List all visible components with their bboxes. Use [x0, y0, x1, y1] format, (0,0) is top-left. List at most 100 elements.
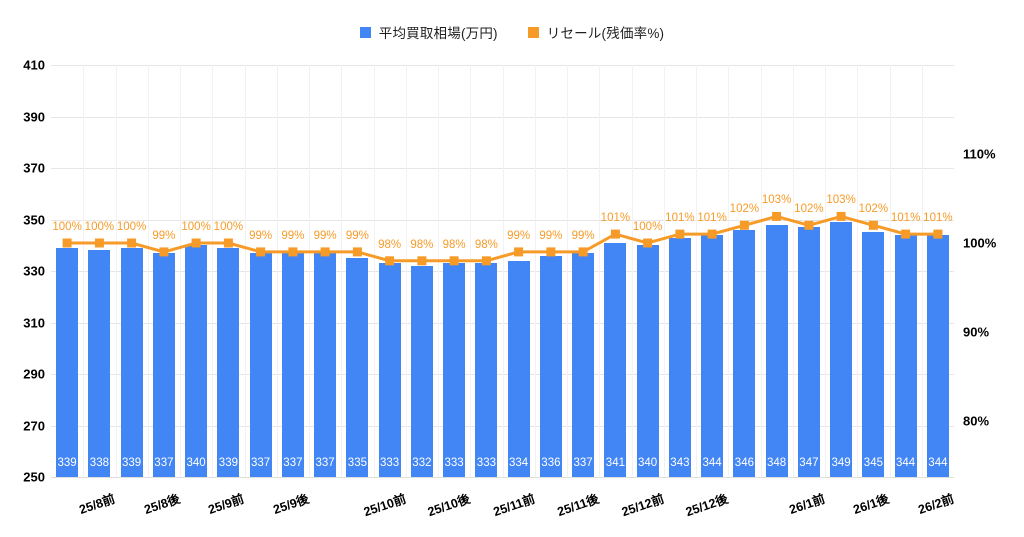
percent-data-label: 101% — [697, 212, 727, 225]
line-marker[interactable] — [933, 229, 943, 239]
line-marker[interactable] — [578, 247, 588, 257]
bar-value-label: 337 — [154, 457, 174, 469]
x-tick-label: 26/2前 — [916, 491, 956, 518]
bar-value-label: 334 — [509, 457, 529, 469]
bar[interactable] — [765, 224, 788, 477]
bar[interactable] — [507, 260, 530, 477]
bar[interactable] — [281, 253, 304, 477]
x-tick-label: 25/8前 — [77, 491, 118, 518]
bar-value-label: 348 — [767, 457, 787, 469]
bar[interactable] — [636, 245, 659, 478]
vertical-gridline — [567, 65, 568, 477]
bar[interactable] — [733, 229, 756, 477]
bar[interactable] — [152, 253, 175, 477]
line-marker[interactable] — [707, 229, 717, 239]
line-marker[interactable] — [739, 220, 749, 230]
line-marker[interactable] — [772, 211, 782, 221]
bar[interactable] — [217, 247, 240, 477]
bar[interactable] — [475, 263, 498, 477]
line-marker[interactable] — [288, 247, 298, 257]
percent-data-label: 98% — [378, 238, 402, 251]
percent-data-label: 99% — [571, 229, 595, 242]
line-marker[interactable] — [449, 256, 459, 266]
line-marker[interactable] — [481, 256, 491, 266]
percent-data-label: 98% — [442, 238, 466, 251]
vertical-gridline — [663, 65, 665, 477]
line-marker[interactable] — [901, 229, 911, 239]
bar[interactable] — [926, 234, 949, 477]
left-axis-tick-label: 270 — [23, 418, 45, 433]
x-tick-label: 25/12前 — [619, 491, 666, 520]
bar-value-label: 343 — [670, 457, 690, 469]
bar[interactable] — [88, 250, 111, 477]
bar[interactable] — [604, 242, 627, 477]
bar-value-label: 344 — [896, 457, 916, 469]
bar-value-label: 346 — [734, 457, 754, 469]
left-axis-tick-label: 330 — [23, 263, 45, 279]
legend-item-resale-rate[interactable]: リセール(残価率%) — [527, 22, 665, 42]
line-marker[interactable] — [159, 247, 169, 257]
line-marker[interactable] — [223, 238, 233, 248]
line-marker[interactable] — [643, 238, 653, 248]
bar[interactable] — [668, 237, 691, 477]
vertical-gridline — [696, 65, 697, 477]
bar[interactable] — [862, 232, 885, 477]
bar[interactable] — [701, 234, 724, 477]
vertical-gridline — [599, 65, 601, 477]
bar[interactable] — [346, 258, 369, 477]
bar[interactable] — [314, 253, 337, 477]
percent-data-label: 102% — [858, 203, 889, 216]
percent-data-label: 102% — [794, 203, 824, 216]
legend-label-resale: リセール(残価率%) — [546, 26, 665, 41]
x-tick-label: 25/11後 — [555, 491, 601, 520]
vertical-gridline — [792, 65, 794, 477]
line-marker[interactable] — [836, 211, 846, 221]
line-marker[interactable] — [191, 238, 201, 248]
line-marker[interactable] — [675, 229, 685, 239]
legend-item-buyback-price[interactable]: 平均買取相場(万円) — [359, 22, 498, 42]
line-marker[interactable] — [62, 238, 72, 248]
bar[interactable] — [539, 255, 562, 477]
percent-data-label: 103% — [761, 194, 792, 207]
percent-data-label: 99% — [507, 229, 531, 242]
x-tick-label: 25/8後 — [142, 491, 182, 518]
line-marker[interactable] — [127, 238, 137, 248]
bar[interactable] — [56, 247, 79, 477]
line-marker[interactable] — [256, 247, 266, 257]
vertical-gridline — [760, 65, 762, 477]
percent-data-label: 100% — [632, 221, 663, 233]
bar[interactable] — [378, 263, 401, 477]
bar[interactable] — [249, 253, 272, 477]
percent-data-label: 103% — [826, 194, 856, 207]
bar[interactable] — [894, 234, 917, 477]
line-marker[interactable] — [514, 247, 524, 257]
percent-data-label: 100% — [213, 221, 244, 233]
vertical-gridline — [212, 65, 214, 477]
line-marker[interactable] — [868, 220, 878, 230]
bar[interactable] — [830, 222, 853, 477]
percent-data-label: 99% — [539, 229, 563, 242]
percent-data-label: 101% — [600, 212, 631, 225]
bar[interactable] — [120, 247, 143, 477]
line-marker[interactable] — [320, 247, 330, 257]
line-marker[interactable] — [546, 247, 556, 257]
line-marker[interactable] — [417, 256, 427, 266]
x-tick-label: 26/1後 — [851, 491, 892, 518]
bar[interactable] — [185, 245, 208, 478]
line-marker[interactable] — [94, 238, 104, 248]
percent-data-label: 99% — [249, 229, 273, 242]
left-axis-tick-label: 370 — [23, 160, 45, 176]
x-tick-label: 26/1前 — [787, 491, 827, 518]
bar[interactable] — [572, 253, 595, 477]
percent-data-label: 99% — [152, 229, 176, 242]
bar[interactable] — [797, 227, 820, 477]
line-marker[interactable] — [804, 220, 814, 230]
line-marker[interactable] — [385, 256, 395, 266]
vertical-gridline — [857, 65, 859, 477]
line-marker[interactable] — [610, 229, 620, 239]
left-axis-tick-label: 290 — [23, 366, 45, 382]
bar[interactable] — [443, 263, 466, 477]
line-marker[interactable] — [352, 247, 362, 257]
bar[interactable] — [410, 265, 433, 477]
